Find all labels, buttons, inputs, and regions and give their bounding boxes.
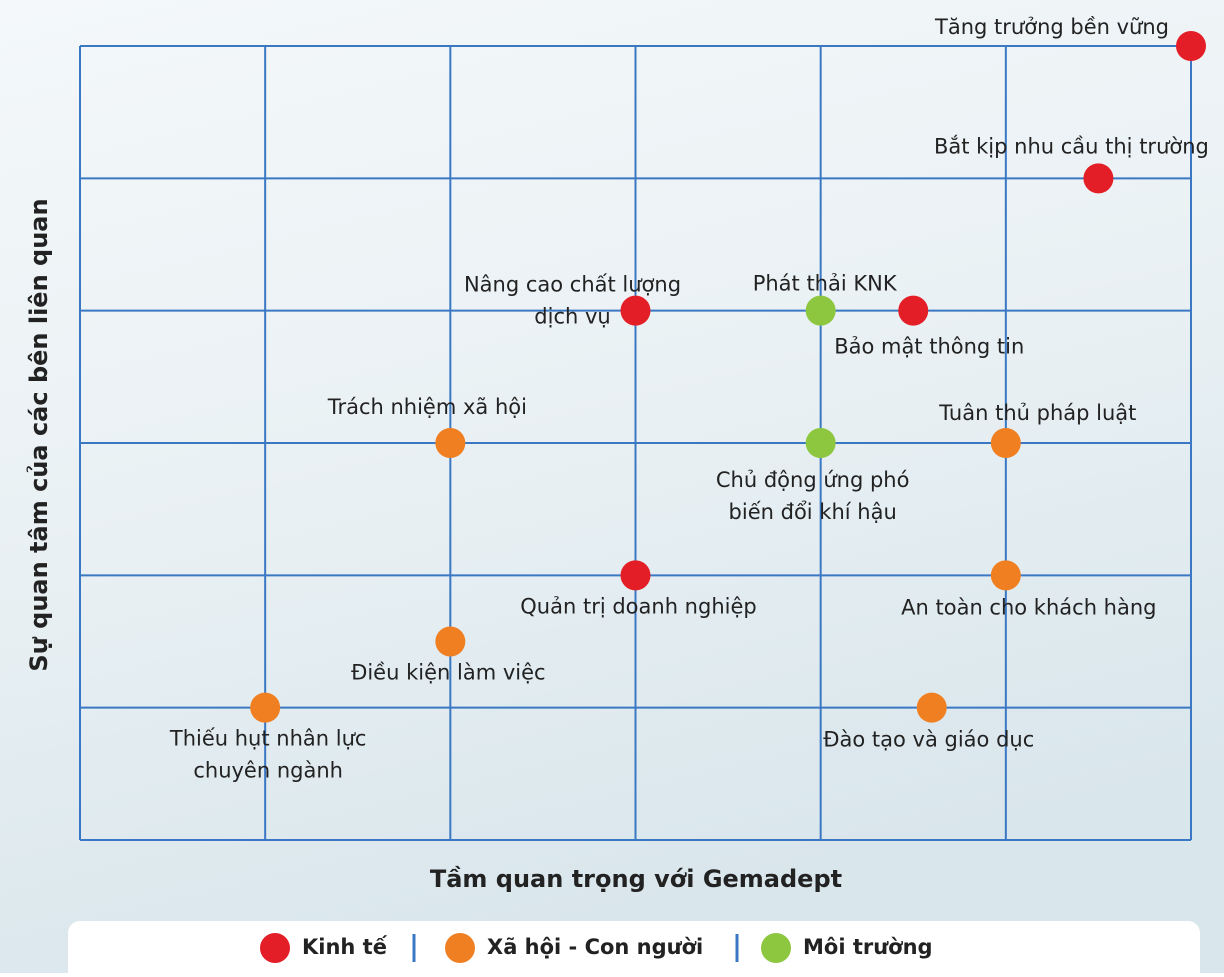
point xyxy=(805,295,836,326)
point xyxy=(990,428,1021,458)
point xyxy=(805,428,836,458)
point xyxy=(620,560,651,591)
legend-box xyxy=(68,921,1200,977)
legend-label: Kinh tế xyxy=(302,935,388,959)
point xyxy=(1176,31,1206,61)
point xyxy=(898,295,929,326)
point xyxy=(916,692,947,723)
point-label: Phát thải KNK xyxy=(753,272,898,296)
point-label: chuyên ngành xyxy=(193,759,343,783)
point xyxy=(435,626,466,657)
y-axis-title: Sự quan tâm của các bên liên quan xyxy=(25,198,53,671)
point xyxy=(1083,163,1114,194)
x-axis-title: Tầm quan trọng với Gemadept xyxy=(430,865,842,893)
point-label: Tuân thủ pháp luật xyxy=(938,401,1136,425)
point-label: Trách nhiệm xã hội xyxy=(327,395,527,419)
point xyxy=(990,560,1021,591)
point-label: dịch vụ xyxy=(534,305,610,329)
legend-swatch xyxy=(445,933,475,963)
point xyxy=(620,295,651,326)
point-label: Đào tạo và giáo dục xyxy=(823,728,1034,752)
point-label: Điều kiện làm việc xyxy=(351,661,545,685)
point-label: Quản trị doanh nghiệp xyxy=(520,594,756,618)
point xyxy=(435,428,466,458)
legend-swatch xyxy=(260,933,290,963)
point-label: Bảo mật thông tin xyxy=(834,335,1024,359)
legend: Kinh tế Xã hội - Con người Môi trường xyxy=(260,933,933,963)
point-label: Nâng cao chất lượng xyxy=(464,273,681,297)
point-label: Bắt kịp nhu cầu thị trường xyxy=(934,134,1209,158)
legend-swatch xyxy=(761,933,791,963)
point-label: biến đổi khí hậu xyxy=(729,500,897,524)
point-label: Chủ động ứng phó xyxy=(716,468,910,492)
legend-label: Xã hội - Con người xyxy=(487,935,703,959)
legend-label: Môi trường xyxy=(803,935,933,959)
point-label: Thiếu hụt nhân lực xyxy=(169,727,367,751)
point-label: An toàn cho khách hàng xyxy=(901,595,1156,619)
point-label: Tăng trưởng bền vững xyxy=(934,15,1169,39)
point xyxy=(250,692,281,723)
